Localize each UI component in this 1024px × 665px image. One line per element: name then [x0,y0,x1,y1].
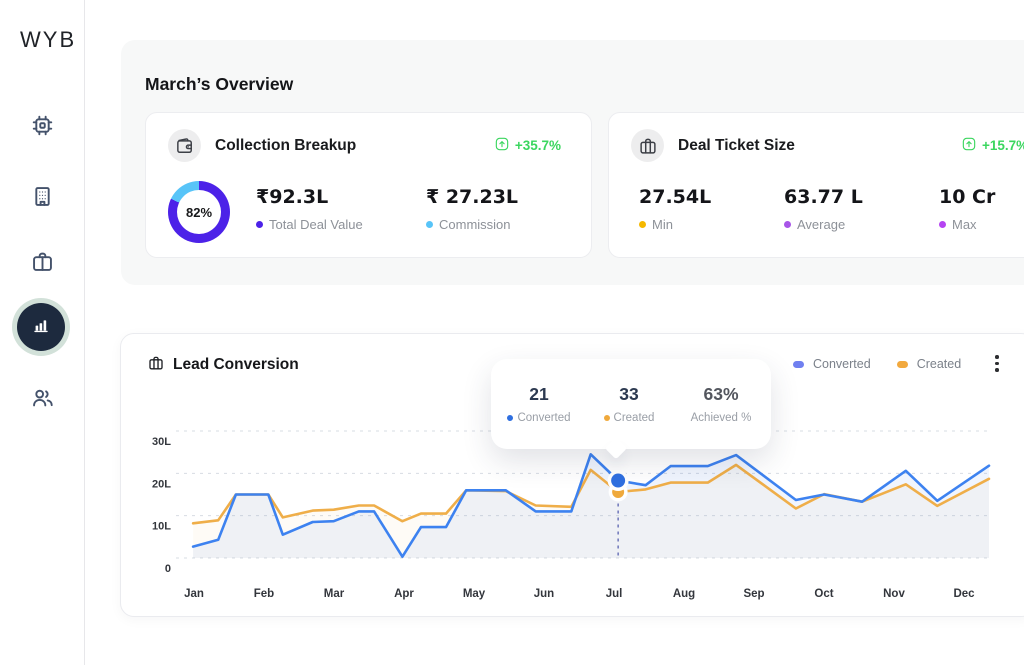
average-dot [784,221,791,228]
svg-text:20L: 20L [152,478,171,490]
sidebar: WYB [0,0,85,665]
users-icon [29,384,56,416]
max-label: Max [952,217,977,232]
total-deal-value-metric: ₹92.3L Total Deal Value [256,186,363,232]
svg-text:Dec: Dec [953,588,975,600]
svg-text:Jan: Jan [184,588,204,600]
tooltip-created-dot [604,415,610,421]
deal-trend-value: +15.7% [982,138,1024,153]
sidebar-item-users[interactable] [0,384,85,416]
briefcase-icon [147,354,165,377]
svg-text:Sep: Sep [743,588,764,600]
lead-conversion-title: Lead Conversion [173,356,299,374]
wallet-icon [168,129,201,162]
collection-breakup-title: Collection Breakup [215,137,356,155]
svg-text:Nov: Nov [883,588,905,600]
tooltip-converted-label: Converted [517,412,570,424]
svg-text:Apr: Apr [394,588,414,600]
page-title: March’s Overview [145,74,293,95]
commission-dot [426,221,433,228]
min-metric: 27.54L Min [639,186,711,232]
svg-text:Mar: Mar [324,588,345,600]
sidebar-item-analytics[interactable] [12,298,70,356]
average-metric: 63.77 L Average [784,186,863,232]
tooltip-achieved-label: Achieved % [691,412,752,424]
commission-label: Commission [439,217,511,232]
total-deal-value-dot [256,221,263,228]
kebab-menu-icon[interactable] [990,355,1004,375]
svg-text:May: May [463,588,486,600]
total-deal-value: ₹92.3L [256,186,363,208]
deal-ticket-size-title: Deal Ticket Size [678,137,795,155]
tooltip-created-label: Created [614,412,655,424]
svg-text:Jun: Jun [534,588,554,600]
tooltip-converted: 21 Converted [491,384,587,424]
tooltip-created: 33 Created [587,384,671,424]
svg-text:Oct: Oct [814,588,833,600]
trend-up-icon [961,136,977,155]
average-value: 63.77 L [784,186,863,208]
svg-text:Feb: Feb [254,588,274,600]
svg-text:0: 0 [165,563,171,575]
svg-text:10L: 10L [152,521,171,533]
svg-text:30L: 30L [152,436,171,448]
sidebar-item-deals[interactable] [0,248,85,280]
svg-text:Aug: Aug [673,588,695,600]
tooltip-converted-dot [507,415,513,421]
converted-legend-label: Converted [813,357,871,371]
max-dot [939,221,946,228]
building-icon [29,183,56,215]
collection-trend-badge: +35.7% [494,136,561,155]
min-dot [639,221,646,228]
deal-ticket-size-card: Deal Ticket Size +15.7% 27.54L Min 63.77… [608,112,1024,258]
legend-converted[interactable]: Converted [793,357,871,371]
collection-breakup-card: Collection Breakup +35.7% 82% ₹92.3L Tot… [145,112,592,258]
svg-text:Jul: Jul [606,588,623,600]
donut-percent-label: 82% [168,181,230,243]
chart-tooltip: 21 Converted 33 Created 63% Achieved % [491,359,771,449]
sidebar-item-company[interactable] [0,183,85,215]
total-deal-value-label: Total Deal Value [269,217,363,232]
collection-trend-value: +35.7% [515,138,561,153]
converted-legend-swatch [793,361,804,368]
briefcase-icon [631,129,664,162]
commission-metric: ₹ 27.23L Commission [426,186,518,232]
min-label: Min [652,217,673,232]
tooltip-created-value: 33 [587,384,671,405]
created-legend-label: Created [917,357,961,371]
average-label: Average [797,217,845,232]
min-value: 27.54L [639,186,711,208]
cpu-chip-icon [29,112,56,144]
legend-created[interactable]: Created [897,357,961,371]
briefcase-icon [29,248,56,280]
tooltip-achieved: 63% Achieved % [671,384,771,424]
collection-donut-chart: 82% [168,181,230,243]
trend-up-icon [494,136,510,155]
deal-trend-badge: +15.7% [961,136,1024,155]
max-metric: 10 Cr Max [939,186,995,232]
sidebar-item-dashboard[interactable] [0,112,85,144]
tooltip-converted-value: 21 [491,384,587,405]
chart-legend: Converted Created [793,357,961,371]
app-logo: WYB [20,27,76,53]
created-legend-swatch [897,361,908,368]
overview-panel: March’s Overview Collection Breakup +35.… [121,40,1024,285]
tooltip-achieved-value: 63% [671,384,771,405]
lead-conversion-card: Lead Conversion Converted Created 30L 20L… [120,333,1024,617]
bar-chart-icon [29,313,53,342]
max-value: 10 Cr [939,186,995,208]
commission-value: ₹ 27.23L [426,186,518,208]
